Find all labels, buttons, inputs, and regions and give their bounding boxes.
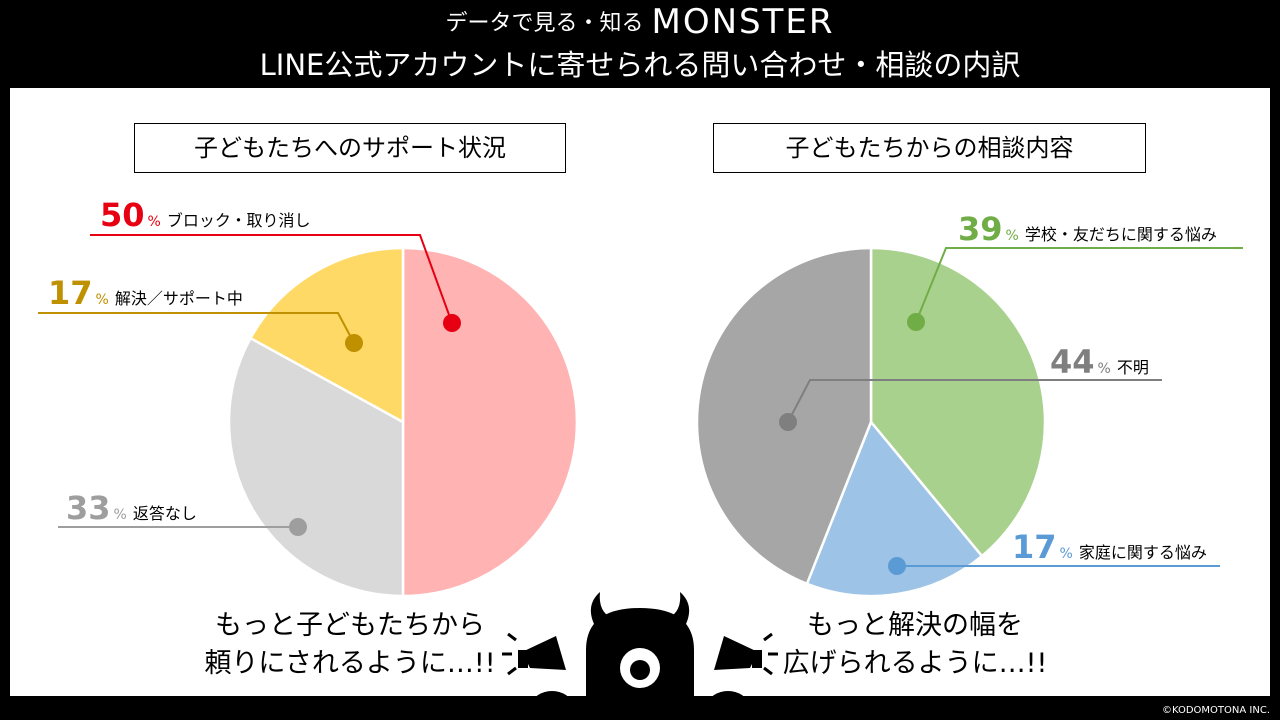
slice-value: 33 [66, 489, 111, 527]
callout-line [38, 312, 355, 344]
pie-slice [227, 336, 405, 598]
callout-line [915, 247, 1243, 323]
pie-slice [248, 246, 405, 425]
callout-dot [779, 413, 797, 431]
monster-icon [532, 592, 748, 720]
left-chart-title: 子どもたちへのサポート状況 [134, 123, 566, 173]
callout-line [90, 234, 453, 324]
slice-name: 不明 [1117, 358, 1149, 377]
header: データで見る・知る MONSTER LINE公式アカウントに寄せられる問い合わせ・… [0, 0, 1280, 88]
right-message: もっと解決の幅を 広げられるように…!! [750, 607, 1080, 683]
slice-label: 17% 家庭に関する悩み [1012, 528, 1207, 566]
brand-logo-text: MONSTER [651, 2, 835, 42]
callout-dot [907, 313, 925, 331]
left-pie-chart [227, 246, 579, 598]
callout-dot [289, 518, 307, 536]
slice-label: 44% 不明 [1050, 343, 1149, 381]
slice-name: 返答なし [133, 504, 197, 523]
slice-label: 17% 解決／サポート中 [48, 274, 243, 312]
slice-value: 17 [1012, 528, 1057, 566]
copyright: ©KODOMOTONA INC. [1161, 705, 1270, 716]
right-megaphone-icon [714, 632, 778, 676]
right-message-line2: 広げられるように…!! [782, 648, 1048, 679]
callout-dot [888, 557, 906, 575]
slice-label: 33% 返答なし [66, 489, 197, 527]
slice-value: 44 [1050, 343, 1095, 381]
right-chart-title: 子どもたちからの相談内容 [713, 123, 1146, 173]
left-message-line1: もっと子どもたちから [215, 610, 485, 641]
slice-value: 50 [100, 196, 145, 234]
right-message-line1: もっと解決の幅を [807, 610, 1023, 641]
callout-line [787, 379, 1162, 423]
page-title: LINE公式アカウントに寄せられる問い合わせ・相談の内訳 [259, 48, 1021, 82]
callout-dot [443, 314, 461, 332]
left-message-line2: 頼りにされるように…!! [204, 648, 496, 679]
slice-name: 学校・友だちに関する悩み [1025, 225, 1217, 244]
callout-dot [345, 334, 363, 352]
pie-slice [401, 246, 579, 598]
slice-name: 家庭に関する悩み [1079, 543, 1207, 562]
content-panel [10, 88, 1270, 696]
header-line1: データで見る・知る MONSTER [0, 5, 1280, 40]
header-prefix: データで見る・知る [445, 11, 644, 36]
callouts: 50% ブロック・取り消し 33% 返答なし 17% 解決／サポート中 39% 学校・友だちに… [38, 196, 1243, 575]
left-megaphone-icon [502, 632, 566, 676]
slice-label: 39% 学校・友だちに関する悩み [958, 210, 1217, 248]
slice-value: 39 [958, 210, 1003, 248]
slice-value: 17 [48, 274, 93, 312]
left-message: もっと子どもたちから 頼りにされるように…!! [160, 607, 540, 683]
slice-name: ブロック・取り消し [167, 211, 311, 230]
slice-name: 解決／サポート中 [115, 289, 243, 308]
slice-label: 50% ブロック・取り消し [100, 196, 311, 234]
